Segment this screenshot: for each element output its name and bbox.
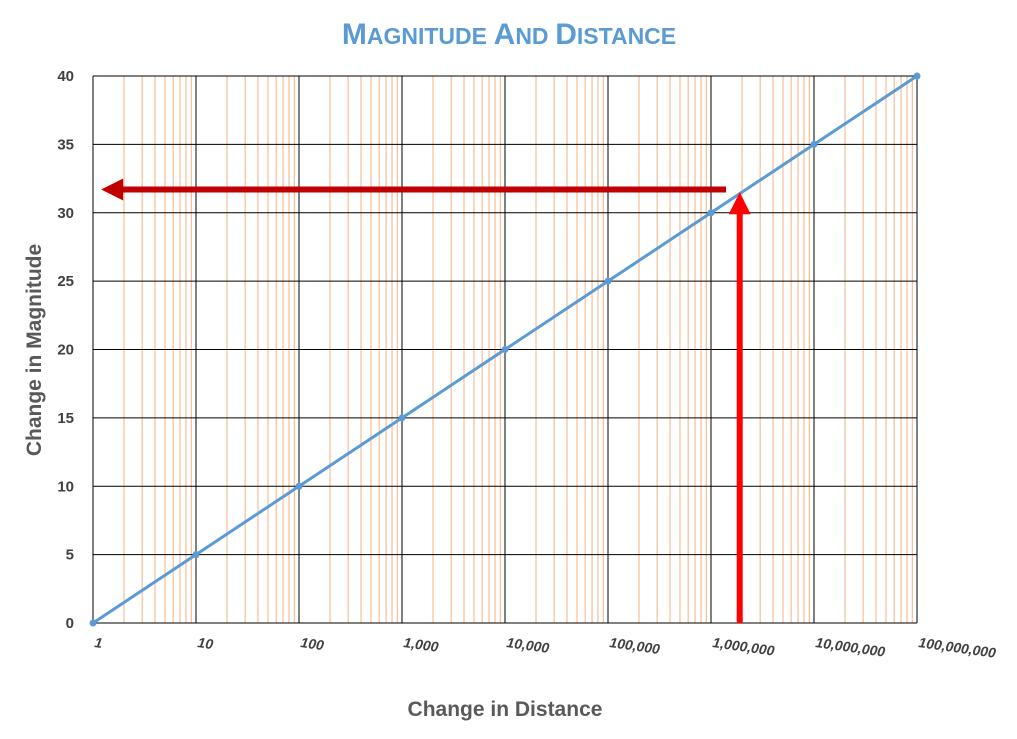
x-tick-label: 1: [94, 634, 104, 651]
y-tick-label: 15: [57, 410, 74, 427]
y-tick-label: 20: [57, 342, 74, 359]
x-tick-label: 100,000,000: [918, 634, 998, 661]
x-tick-label: 100: [300, 634, 326, 653]
y-tick-label: 5: [66, 547, 74, 564]
y-tick-label: 25: [57, 273, 74, 290]
data-point: [192, 551, 200, 559]
x-tick-label: 10,000,000: [815, 634, 887, 660]
x-tick-label: 1,000,000: [712, 634, 776, 659]
data-point: [604, 277, 612, 285]
y-axis-label: Change in Magnitude: [23, 244, 46, 456]
y-tick-label: 40: [57, 68, 74, 85]
y-tick-labels: 0 5 10 15 20 25 30 35 40: [57, 68, 74, 632]
y-tick-label: 0: [66, 615, 74, 632]
major-grid: [92, 75, 918, 624]
series-layer: [89, 72, 921, 627]
x-axis-label: Change in Distance: [408, 698, 603, 721]
x-tick-label: 10: [197, 634, 215, 652]
x-tick-labels: 1 10 100 1,000 10,000 100,000 1,000,000 10,000,…: [94, 634, 998, 661]
y-tick-label: 30: [57, 205, 74, 222]
data-point: [295, 482, 303, 490]
annotation-layer: [101, 178, 751, 623]
data-point: [398, 414, 406, 422]
chart-title: MAGNITUDE AND DISTANCE: [342, 18, 676, 51]
data-point: [501, 346, 509, 353]
data-point: [913, 72, 921, 80]
y-tick-label: 35: [57, 136, 74, 153]
data-point: [707, 209, 715, 217]
data-point: [810, 140, 818, 148]
vertical-arrow-head: [728, 192, 751, 215]
data-point: [89, 619, 97, 627]
x-tick-label: 100,000: [609, 634, 662, 657]
horizontal-arrow-head: [101, 178, 124, 201]
x-tick-label: 1,000: [403, 634, 440, 655]
y-tick-label: 10: [57, 478, 74, 495]
x-tick-label: 10,000: [506, 634, 551, 656]
